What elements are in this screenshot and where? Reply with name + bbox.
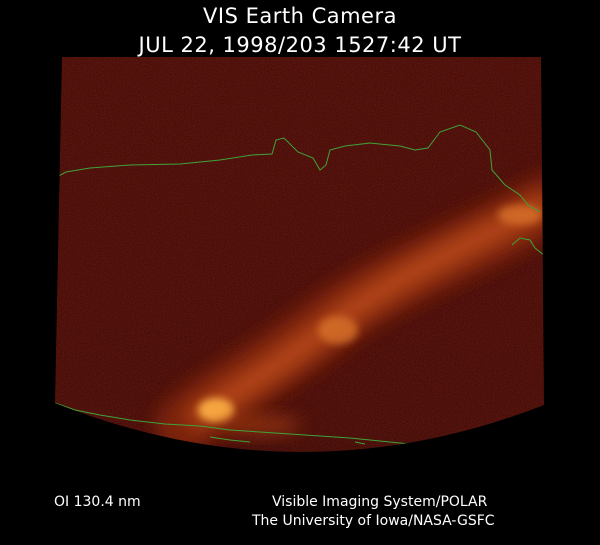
- instrument-credit: Visible Imaging System/POLAR: [272, 494, 488, 510]
- filter-label: OI 130.4 nm: [54, 494, 141, 510]
- image-timestamp: JUL 22, 1998/203 1527:42 UT: [138, 33, 462, 57]
- image-title: VIS Earth Camera: [203, 4, 397, 28]
- camera-field: [55, 57, 544, 453]
- auroral-oval: [155, 175, 544, 453]
- institution-credit: The University of Iowa/NASA-GSFC: [252, 513, 495, 529]
